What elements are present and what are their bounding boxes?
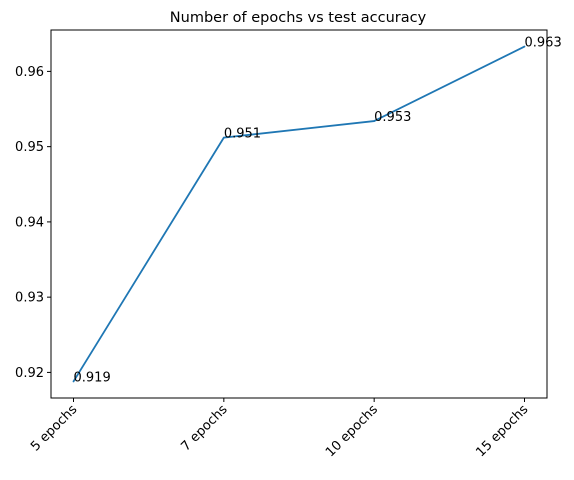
data-label: 0.963 [525,36,562,51]
chart-title: Number of epochs vs test accuracy [170,10,427,26]
y-axis: 0.92 0.93 0.94 0.95 0.96 [15,65,51,381]
x-tick-label: 7 epochs [178,402,230,454]
series-layer [72,45,526,383]
data-point [72,380,75,383]
data-point [373,120,376,122]
y-tick-label: 0.94 [15,215,44,230]
y-tick-label: 0.93 [15,291,44,306]
y-tick-label: 0.96 [15,65,44,80]
data-point [523,45,526,48]
series-line [72,45,525,382]
y-tick-label: 0.95 [15,140,44,155]
data-point [222,136,225,139]
y-tick-label: 0.92 [15,366,44,381]
data-labels: 0.919 0.951 0.953 0.963 [74,36,562,386]
x-axis: 5 epochs 7 epochs 10 epochs 15 epochs [28,398,531,460]
plot-frame [50,29,548,399]
x-tick-label: 5 epochs [28,402,80,454]
data-label: 0.951 [224,127,261,142]
data-label: 0.919 [74,370,111,385]
x-tick-label: 10 epochs [323,402,381,460]
data-label: 0.953 [374,110,411,125]
x-tick-label: 15 epochs [473,402,531,460]
